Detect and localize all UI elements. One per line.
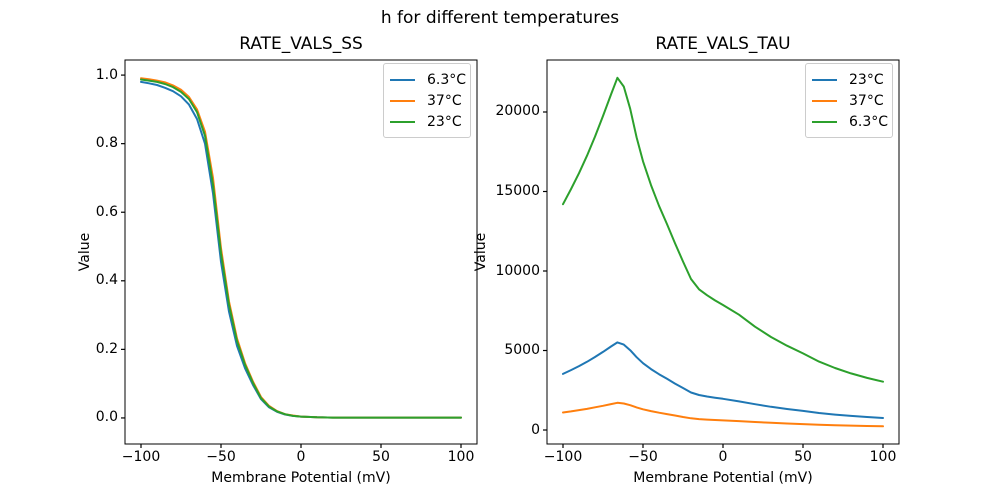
legend-item: 37°C: [390, 90, 464, 111]
legend: 6.3°C 37°C 23°C: [383, 63, 471, 138]
x-tick-label: 50: [794, 449, 812, 465]
legend-item: 37°C: [812, 90, 886, 111]
y-tick-label: 0.0: [95, 409, 118, 426]
legend-label: 37°C: [849, 92, 884, 109]
legend-label: 6.3°C: [849, 113, 889, 130]
y-tick-label: 0.6: [95, 203, 118, 220]
x-tick-label: −100: [121, 449, 161, 465]
y-tick-label: 0: [531, 421, 540, 438]
subplot-tau-title: RATE_VALS_TAU: [655, 34, 791, 54]
y-tick-label: 1.0: [95, 66, 118, 83]
subplot-ss-title: RATE_VALS_SS: [239, 34, 363, 54]
axes-frame: [124, 59, 478, 445]
curve-6.3°C: [562, 76, 884, 383]
legend-label: 23°C: [849, 71, 884, 88]
subplot-ss-yaxis-label: Value: [77, 232, 93, 272]
legend-label: 6.3°C: [427, 71, 467, 88]
x-tick-label: 0: [718, 449, 728, 465]
legend-line-sample: [812, 78, 837, 81]
legend-label: 23°C: [427, 113, 462, 130]
legend-item: 6.3°C: [812, 111, 889, 132]
y-tick-label: 0.8: [95, 135, 118, 152]
subplot-tau-yaxis-label: Value: [473, 232, 489, 272]
legend-item: 23°C: [390, 111, 464, 132]
legend-line-sample: [390, 78, 415, 81]
y-tick-label: 15000: [495, 182, 540, 199]
legend-line-sample: [390, 120, 415, 123]
x-tick-label: 100: [447, 449, 475, 465]
legend-label: 37°C: [427, 92, 462, 109]
legend-line-sample: [812, 120, 837, 123]
legend-item: 23°C: [812, 69, 886, 90]
y-tick-label: 20000: [495, 103, 540, 120]
axes-frame: [546, 59, 900, 445]
legend: 23°C 37°C 6.3°C: [805, 63, 893, 138]
x-tick-label: 100: [869, 449, 897, 465]
curve-23°C: [562, 341, 884, 419]
figure-title: h for different temperatures: [380, 8, 620, 28]
y-tick-label: 0.2: [95, 340, 118, 357]
x-tick-label: −50: [628, 449, 658, 465]
legend-line-sample: [390, 99, 415, 102]
x-tick-label: 50: [372, 449, 390, 465]
legend-line-sample: [812, 99, 837, 102]
curve-23°C: [140, 78, 462, 419]
x-tick-label: −50: [206, 449, 236, 465]
y-tick-label: 5000: [504, 342, 540, 358]
curve-37°C: [562, 401, 884, 428]
subplot-tau-xaxis-label: Membrane Potential (mV): [633, 470, 813, 486]
y-tick-label: 0.4: [95, 272, 118, 289]
y-tick-label: 10000: [495, 262, 540, 279]
x-tick-label: −100: [543, 449, 583, 465]
legend-item: 6.3°C: [390, 69, 467, 90]
x-tick-label: 0: [296, 449, 306, 465]
subplot-ss-xaxis-label: Membrane Potential (mV): [211, 470, 391, 486]
